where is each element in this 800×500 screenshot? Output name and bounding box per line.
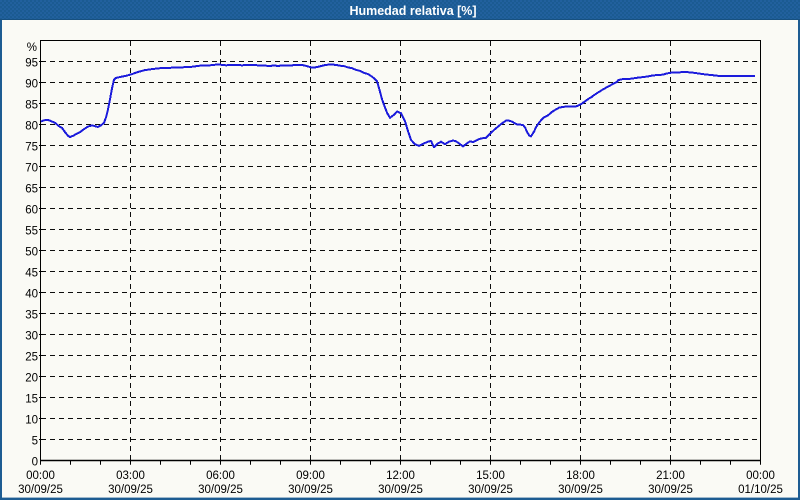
svg-text:35: 35 bbox=[25, 310, 38, 322]
svg-text:00:00: 00:00 bbox=[26, 470, 55, 482]
svg-text:%: % bbox=[27, 42, 37, 54]
svg-text:00:00: 00:00 bbox=[746, 470, 775, 482]
svg-text:0: 0 bbox=[32, 457, 38, 469]
svg-text:90: 90 bbox=[25, 79, 38, 91]
svg-text:50: 50 bbox=[25, 247, 38, 259]
svg-text:80: 80 bbox=[25, 121, 38, 133]
svg-text:65: 65 bbox=[25, 184, 38, 196]
svg-text:01/10/25: 01/10/25 bbox=[738, 484, 783, 496]
svg-text:30/09/25: 30/09/25 bbox=[648, 484, 693, 496]
svg-text:12:00: 12:00 bbox=[386, 470, 415, 482]
svg-text:30/09/25: 30/09/25 bbox=[288, 484, 333, 496]
svg-text:15: 15 bbox=[25, 394, 38, 406]
svg-text:Humedad relativa [%]: Humedad relativa [%] bbox=[349, 4, 476, 18]
svg-text:40: 40 bbox=[25, 289, 38, 301]
svg-text:25: 25 bbox=[25, 352, 38, 364]
svg-text:95: 95 bbox=[25, 58, 38, 70]
svg-text:70: 70 bbox=[25, 163, 38, 175]
svg-text:18:00: 18:00 bbox=[566, 470, 595, 482]
svg-text:30/09/25: 30/09/25 bbox=[108, 484, 153, 496]
svg-text:55: 55 bbox=[25, 226, 38, 238]
svg-text:20: 20 bbox=[25, 373, 38, 385]
svg-text:30/09/25: 30/09/25 bbox=[468, 484, 513, 496]
svg-text:30/09/25: 30/09/25 bbox=[558, 484, 603, 496]
svg-text:15:00: 15:00 bbox=[476, 470, 505, 482]
svg-text:06:00: 06:00 bbox=[206, 470, 235, 482]
svg-text:5: 5 bbox=[32, 436, 38, 448]
svg-text:30/09/25: 30/09/25 bbox=[378, 484, 423, 496]
svg-text:45: 45 bbox=[25, 268, 38, 280]
svg-text:30/09/25: 30/09/25 bbox=[198, 484, 243, 496]
svg-text:10: 10 bbox=[25, 415, 38, 427]
svg-text:03:00: 03:00 bbox=[116, 470, 145, 482]
svg-text:60: 60 bbox=[25, 205, 38, 217]
svg-text:30/09/25: 30/09/25 bbox=[18, 484, 63, 496]
svg-text:30: 30 bbox=[25, 331, 38, 343]
svg-text:75: 75 bbox=[25, 142, 38, 154]
svg-text:21:00: 21:00 bbox=[656, 470, 685, 482]
svg-text:85: 85 bbox=[25, 100, 38, 112]
svg-text:09:00: 09:00 bbox=[296, 470, 325, 482]
